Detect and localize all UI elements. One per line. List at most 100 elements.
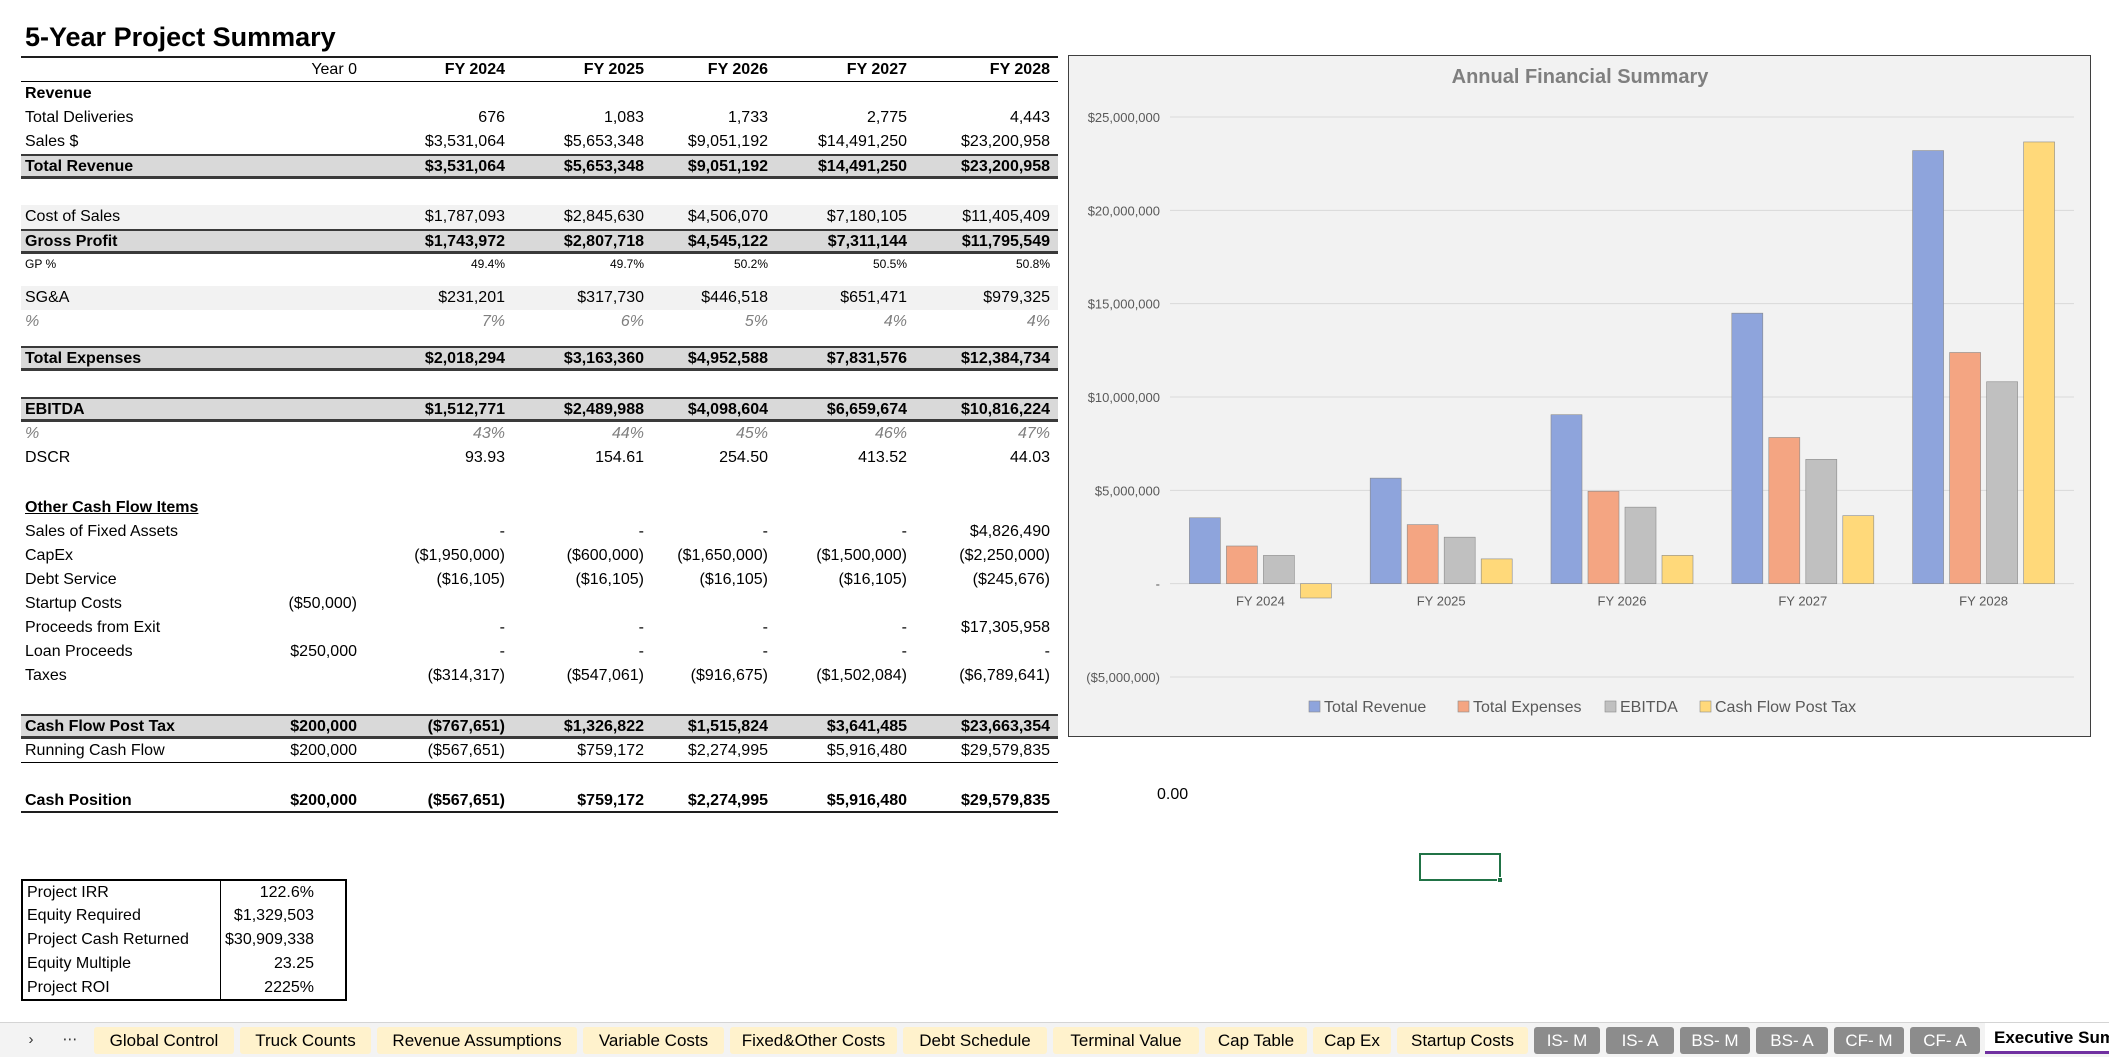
cell-value: $759,172: [577, 792, 644, 809]
sheet-tab-cf-m[interactable]: CF- M: [1834, 1027, 1904, 1054]
x-tick-label: FY 2026: [1598, 594, 1647, 609]
cell-value[interactable]: 0.00: [1157, 786, 1189, 803]
cell-value: $3,531,064: [424, 133, 505, 150]
row-label: DSCR: [25, 449, 71, 466]
bar-cash-flow-post-tax: [2023, 141, 2055, 584]
gross-profit-row: Gross Profit $1,743,972 $2,807,718 $4,545,1…: [21, 229, 1058, 254]
cell-value: $651,471: [840, 289, 907, 306]
sheet-tab-terminal-value[interactable]: Terminal Value: [1053, 1027, 1199, 1054]
debt-service-row: Debt Service ($16,105) ($16,105) ($16,105) (…: [21, 568, 1058, 592]
metric-label: Project Cash Returned: [27, 931, 189, 948]
cell-value: ($16,105): [436, 571, 506, 588]
cell-value: $200,000: [290, 718, 357, 735]
sheet-tab-cap-table[interactable]: Cap Table: [1205, 1027, 1307, 1054]
cell-value: -: [901, 619, 907, 636]
sheet-tab-is-a[interactable]: IS- A: [1606, 1027, 1674, 1054]
row-label: Startup Costs: [25, 595, 122, 612]
bar-ebitda: [1986, 381, 2018, 584]
row-label: Cash Position: [25, 792, 132, 809]
cell-value: 4%: [883, 313, 907, 330]
sheet-tab-bs-m[interactable]: BS- M: [1680, 1027, 1750, 1054]
bar-total-expenses: [1226, 545, 1258, 584]
ebitda-row: EBITDA $1,512,771 $2,489,988 $4,098,604 $6,6…: [21, 397, 1058, 422]
column-header-year-0: Year 0: [311, 61, 357, 78]
cell-value: $2,807,718: [563, 233, 644, 250]
sheet-tab-cf-a[interactable]: CF- A: [1910, 1027, 1980, 1054]
cell-value: ($2,250,000): [959, 547, 1050, 564]
cell-value: 4,443: [1009, 109, 1050, 126]
sheet-tab-is-m[interactable]: IS- M: [1534, 1027, 1600, 1054]
cell-value: $759,172: [577, 742, 644, 759]
metric-value: 23.25: [220, 952, 346, 976]
proceeds-exit-row: Proceeds from Exit - - - - $17,305,958: [21, 616, 1058, 640]
row-label: Total Deliveries: [25, 109, 134, 126]
selected-cell[interactable]: [1419, 853, 1503, 883]
cell-value: ($1,650,000): [677, 547, 768, 564]
metric-value: 122.6%: [220, 880, 346, 904]
fill-handle[interactable]: [1497, 877, 1503, 883]
column-header-fy-2027: FY 2027: [846, 61, 907, 78]
cell-value: ($916,675): [690, 667, 768, 684]
bar-ebitda: [1805, 459, 1838, 584]
next-sheet-chevron-icon[interactable]: ›: [28, 1031, 34, 1048]
annual-financial-summary-chart[interactable]: Annual Financial Summary ($5,000,000) - $5,…: [1068, 55, 2091, 737]
cell-value: $4,826,490: [969, 523, 1050, 540]
more-sheets-icon[interactable]: ⋯: [62, 1031, 78, 1048]
bar-total-revenue: [1550, 414, 1583, 584]
cell-value: 1,733: [727, 109, 768, 126]
cell-value: 6%: [620, 313, 644, 330]
row-label: Gross Profit: [25, 233, 118, 250]
cell-value: $6,659,674: [826, 401, 907, 418]
spacer: [21, 470, 1058, 496]
sheet-tab-fixed-other-costs[interactable]: Fixed&Other Costs: [730, 1027, 897, 1054]
sga-row: SG&A $231,201 $317,730 $446,518 $651,471 $979…: [21, 286, 1058, 310]
row-label: GP %: [25, 257, 57, 271]
cell-value: -: [499, 643, 505, 660]
sheet-tab-startup-costs[interactable]: Startup Costs: [1397, 1027, 1528, 1054]
cell-value: $23,663,354: [961, 718, 1050, 735]
cell-value: 50.8%: [1015, 257, 1050, 271]
cell-value: $12,384,734: [961, 350, 1050, 367]
project-metrics-table: Project IRR 122.6% Equity Required $1,329,5…: [21, 879, 347, 1001]
cell-value: $3,163,360: [563, 350, 644, 367]
cell-value: $1,743,972: [424, 233, 505, 250]
cell-value: $2,845,630: [563, 208, 644, 225]
column-header-fy-2028: FY 2028: [989, 61, 1050, 78]
cell-value: 50.2%: [733, 257, 768, 271]
metric-value: $1,329,503: [220, 904, 346, 928]
row-label: Cost of Sales: [25, 208, 121, 225]
cell-value: ($16,105): [699, 571, 769, 588]
row-label: CapEx: [25, 547, 74, 564]
cost-of-sales-row: Cost of Sales $1,787,093 $2,845,630 $4,506,…: [21, 205, 1058, 229]
bar-cash-flow-post-tax: [1300, 583, 1332, 599]
cell-value: -: [638, 523, 644, 540]
cell-value: $9,051,192: [687, 133, 768, 150]
sheet-tab-variable-costs[interactable]: Variable Costs: [583, 1027, 724, 1054]
spacer: [21, 334, 1058, 346]
cell-value: 413.52: [858, 449, 907, 466]
cell-value: $7,180,105: [826, 208, 907, 225]
cell-value: $200,000: [290, 742, 357, 759]
sheet-tab-executive-sum[interactable]: Executive Sum: [1985, 1023, 2109, 1054]
cell-value: $979,325: [983, 289, 1050, 306]
sheet-tab-revenue-assumptions[interactable]: Revenue Assumptions: [377, 1027, 577, 1054]
sheet-tab-global-control[interactable]: Global Control: [94, 1027, 234, 1054]
cell-value: $2,018,294: [424, 350, 505, 367]
cell-value: $11,405,409: [962, 208, 1050, 225]
sales-row: Sales $ $3,531,064 $5,653,348 $9,051,192 $14…: [21, 130, 1058, 154]
cell-value: ($245,676): [972, 571, 1050, 588]
x-tick-label: FY 2025: [1417, 594, 1466, 609]
sheet-tab-cap-ex[interactable]: Cap Ex: [1313, 1027, 1391, 1054]
metric-label: Equity Required: [27, 907, 141, 924]
running-cash-flow-row: Running Cash Flow $200,000 ($567,651) $759,…: [21, 739, 1058, 763]
row-label: %: [25, 425, 40, 442]
cell-value: 7%: [481, 313, 505, 330]
cell-value: $3,531,064: [424, 158, 505, 175]
cell-value: $29,579,835: [961, 742, 1050, 759]
column-header-fy-2024: FY 2024: [444, 61, 505, 78]
sheet-tab-debt-schedule[interactable]: Debt Schedule: [903, 1027, 1047, 1054]
sheet-tab-bs-a[interactable]: BS- A: [1756, 1027, 1828, 1054]
cell-value: $11,795,549: [961, 233, 1050, 250]
cell-value: $9,051,192: [687, 158, 768, 175]
sheet-tab-truck-counts[interactable]: Truck Counts: [240, 1027, 371, 1054]
